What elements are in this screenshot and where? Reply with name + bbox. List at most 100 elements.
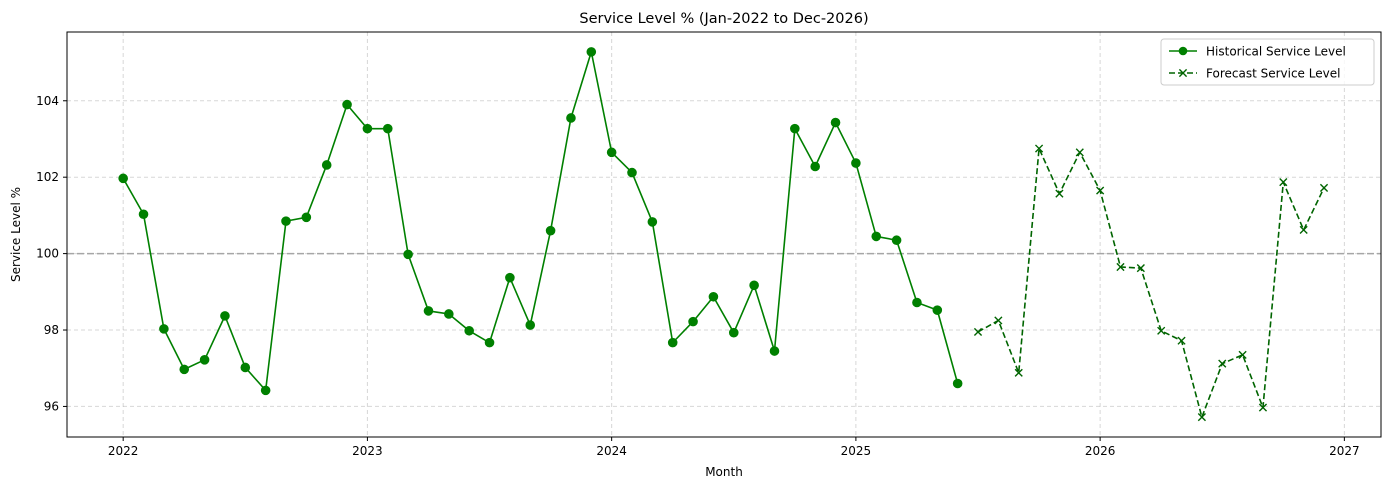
forecast-point-stroke [1258,403,1268,412]
historical-point [464,325,474,336]
historical-point [362,123,373,134]
historical-point [566,113,576,123]
historical-point [423,306,434,316]
forecast-point [1299,225,1308,235]
forecast-point-stroke [1197,413,1206,422]
forecast-point-stroke [1034,144,1044,153]
historical-point [749,280,759,291]
historical-point [606,147,617,158]
forecast-point [1319,183,1329,192]
historical-point [728,327,739,338]
legend-marker [1178,46,1188,56]
historical-point [301,212,312,223]
forecast-point [1116,262,1125,272]
historical-point [321,160,332,170]
historical-point [403,249,413,260]
historical-point [891,235,902,246]
forecast-point [1177,336,1186,345]
historical-point [444,309,454,319]
legend-label: Forecast Service Level [1206,67,1340,81]
historical-point [851,158,861,168]
x-tick-label: 2022 [108,444,139,458]
forecast-point [1279,178,1288,187]
legend-box [1160,38,1375,86]
historical-point [179,364,190,375]
forecast-point [1014,368,1023,377]
historical-point [342,99,352,110]
historical-point [769,346,780,356]
historical-point [708,291,719,302]
forecast-point-stroke [994,316,1003,325]
historical-point [240,362,251,373]
forecast-point-stroke [973,327,983,337]
historical-point [688,316,698,327]
historical-point [810,161,820,172]
forecast-point-stroke [1055,189,1064,198]
forecast-point [1197,413,1206,422]
forecast-point [1218,359,1227,368]
y-tick-label: 96 [44,399,59,413]
forecast-series-line [977,147,1325,418]
x-axis-title: Month [705,465,743,479]
forecast-point [1055,189,1064,198]
y-tick-label: 104 [36,94,59,108]
historical-point [382,123,393,134]
forecast-point-stroke [1218,359,1227,368]
historical-point [199,355,210,365]
historical-point [159,324,169,334]
historical-point [627,167,637,178]
historical-point [545,225,556,236]
series-group [118,47,1329,422]
forecast-point [1075,148,1084,157]
legend-label: Historical Service Level [1206,45,1346,59]
historical-point [647,217,658,227]
historical-point [667,337,678,348]
forecast-point-stroke [1319,183,1329,192]
x-tick-label: 2023 [352,444,383,458]
forecast-point [1034,144,1044,153]
historical-point [484,337,495,348]
historical-point [281,216,291,226]
forecast-point [1157,326,1166,335]
legend-marker [1178,68,1188,78]
historical-series-line [122,51,959,392]
y-tick-label: 102 [36,170,59,184]
x-tick-label: 2025 [841,444,872,458]
forecast-point-stroke [1279,178,1288,187]
forecast-point [1238,350,1247,359]
forecast-point [1096,186,1105,195]
forecast-point-stroke [1177,336,1186,345]
legend: Historical Service Level Forecast Service… [1160,38,1375,86]
x-tick-label: 2027 [1329,444,1360,458]
historical-point [505,272,515,283]
forecast-point-stroke [1157,326,1166,335]
historical-point [525,320,536,330]
forecast-point [1258,403,1268,412]
historical-point [790,123,800,134]
forecast-point-stroke [1096,186,1105,195]
chart-title: Service Level % (Jan-2022 to Dec-2026) [579,11,868,27]
forecast-point [973,327,983,337]
historical-point [220,311,230,321]
forecast-point-stroke [1238,350,1247,359]
historical-point [830,117,841,128]
forecast-point-stroke [1136,264,1145,273]
historical-point [138,209,149,220]
forecast-point-stroke [1014,368,1023,377]
forecast-point [1136,264,1145,273]
historical-point [586,47,597,57]
y-tick-label: 100 [36,247,59,261]
x-tick-label: 2024 [596,444,627,458]
forecast-point [994,316,1003,325]
historical-point [118,173,128,184]
historical-point [952,378,963,389]
x-tick-label: 2026 [1085,444,1116,458]
historical-point [871,231,882,242]
historical-point [912,297,922,308]
y-tick-label: 98 [44,323,59,337]
forecast-point-stroke [1299,225,1308,235]
plot-frame [66,31,1382,438]
forecast-point-stroke [1116,262,1125,272]
ticks: 2022 2023 2024 2025 2026 2027 96 98 100 102 104 [36,94,1360,458]
